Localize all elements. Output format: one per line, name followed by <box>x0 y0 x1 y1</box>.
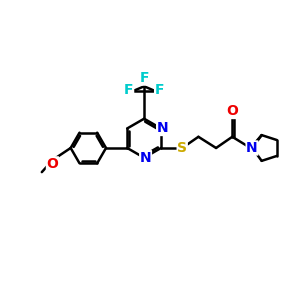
Text: N: N <box>246 141 258 155</box>
Text: F: F <box>155 83 164 98</box>
Text: N: N <box>157 122 168 136</box>
Text: S: S <box>177 141 187 155</box>
Text: O: O <box>226 104 238 118</box>
Text: F: F <box>140 71 149 85</box>
Text: N: N <box>140 151 152 165</box>
Text: O: O <box>46 157 58 171</box>
Text: F: F <box>124 83 134 98</box>
